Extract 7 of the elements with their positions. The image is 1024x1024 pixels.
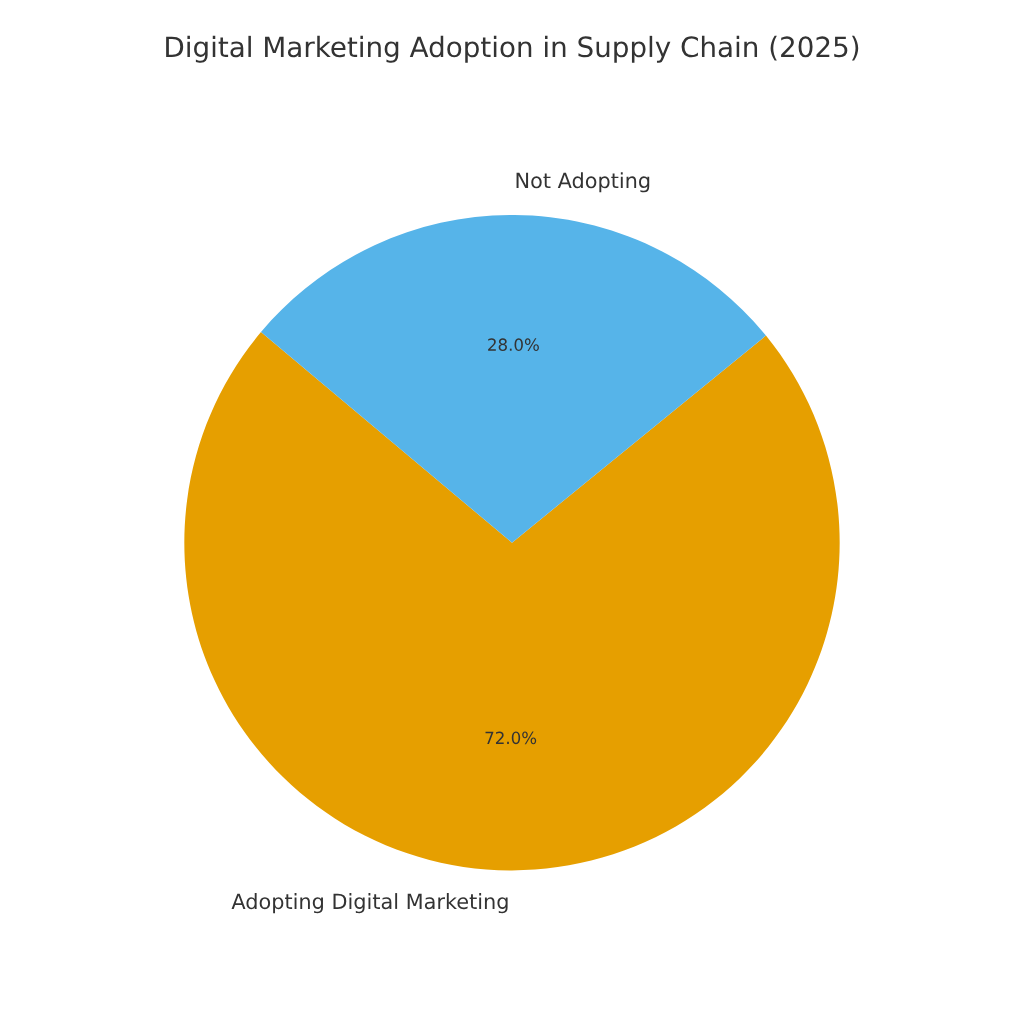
slice-label: Adopting Digital Marketing [231,893,508,914]
pie-slice [260,215,766,543]
data-label: 72.0% [485,731,537,745]
slice-label: Not Adopting [516,172,650,193]
chart-title: Digital Marketing Adoption in Supply Chain (2025) [166,35,859,63]
pie-slice [184,332,840,871]
data-label: 28.0% [488,338,539,351]
